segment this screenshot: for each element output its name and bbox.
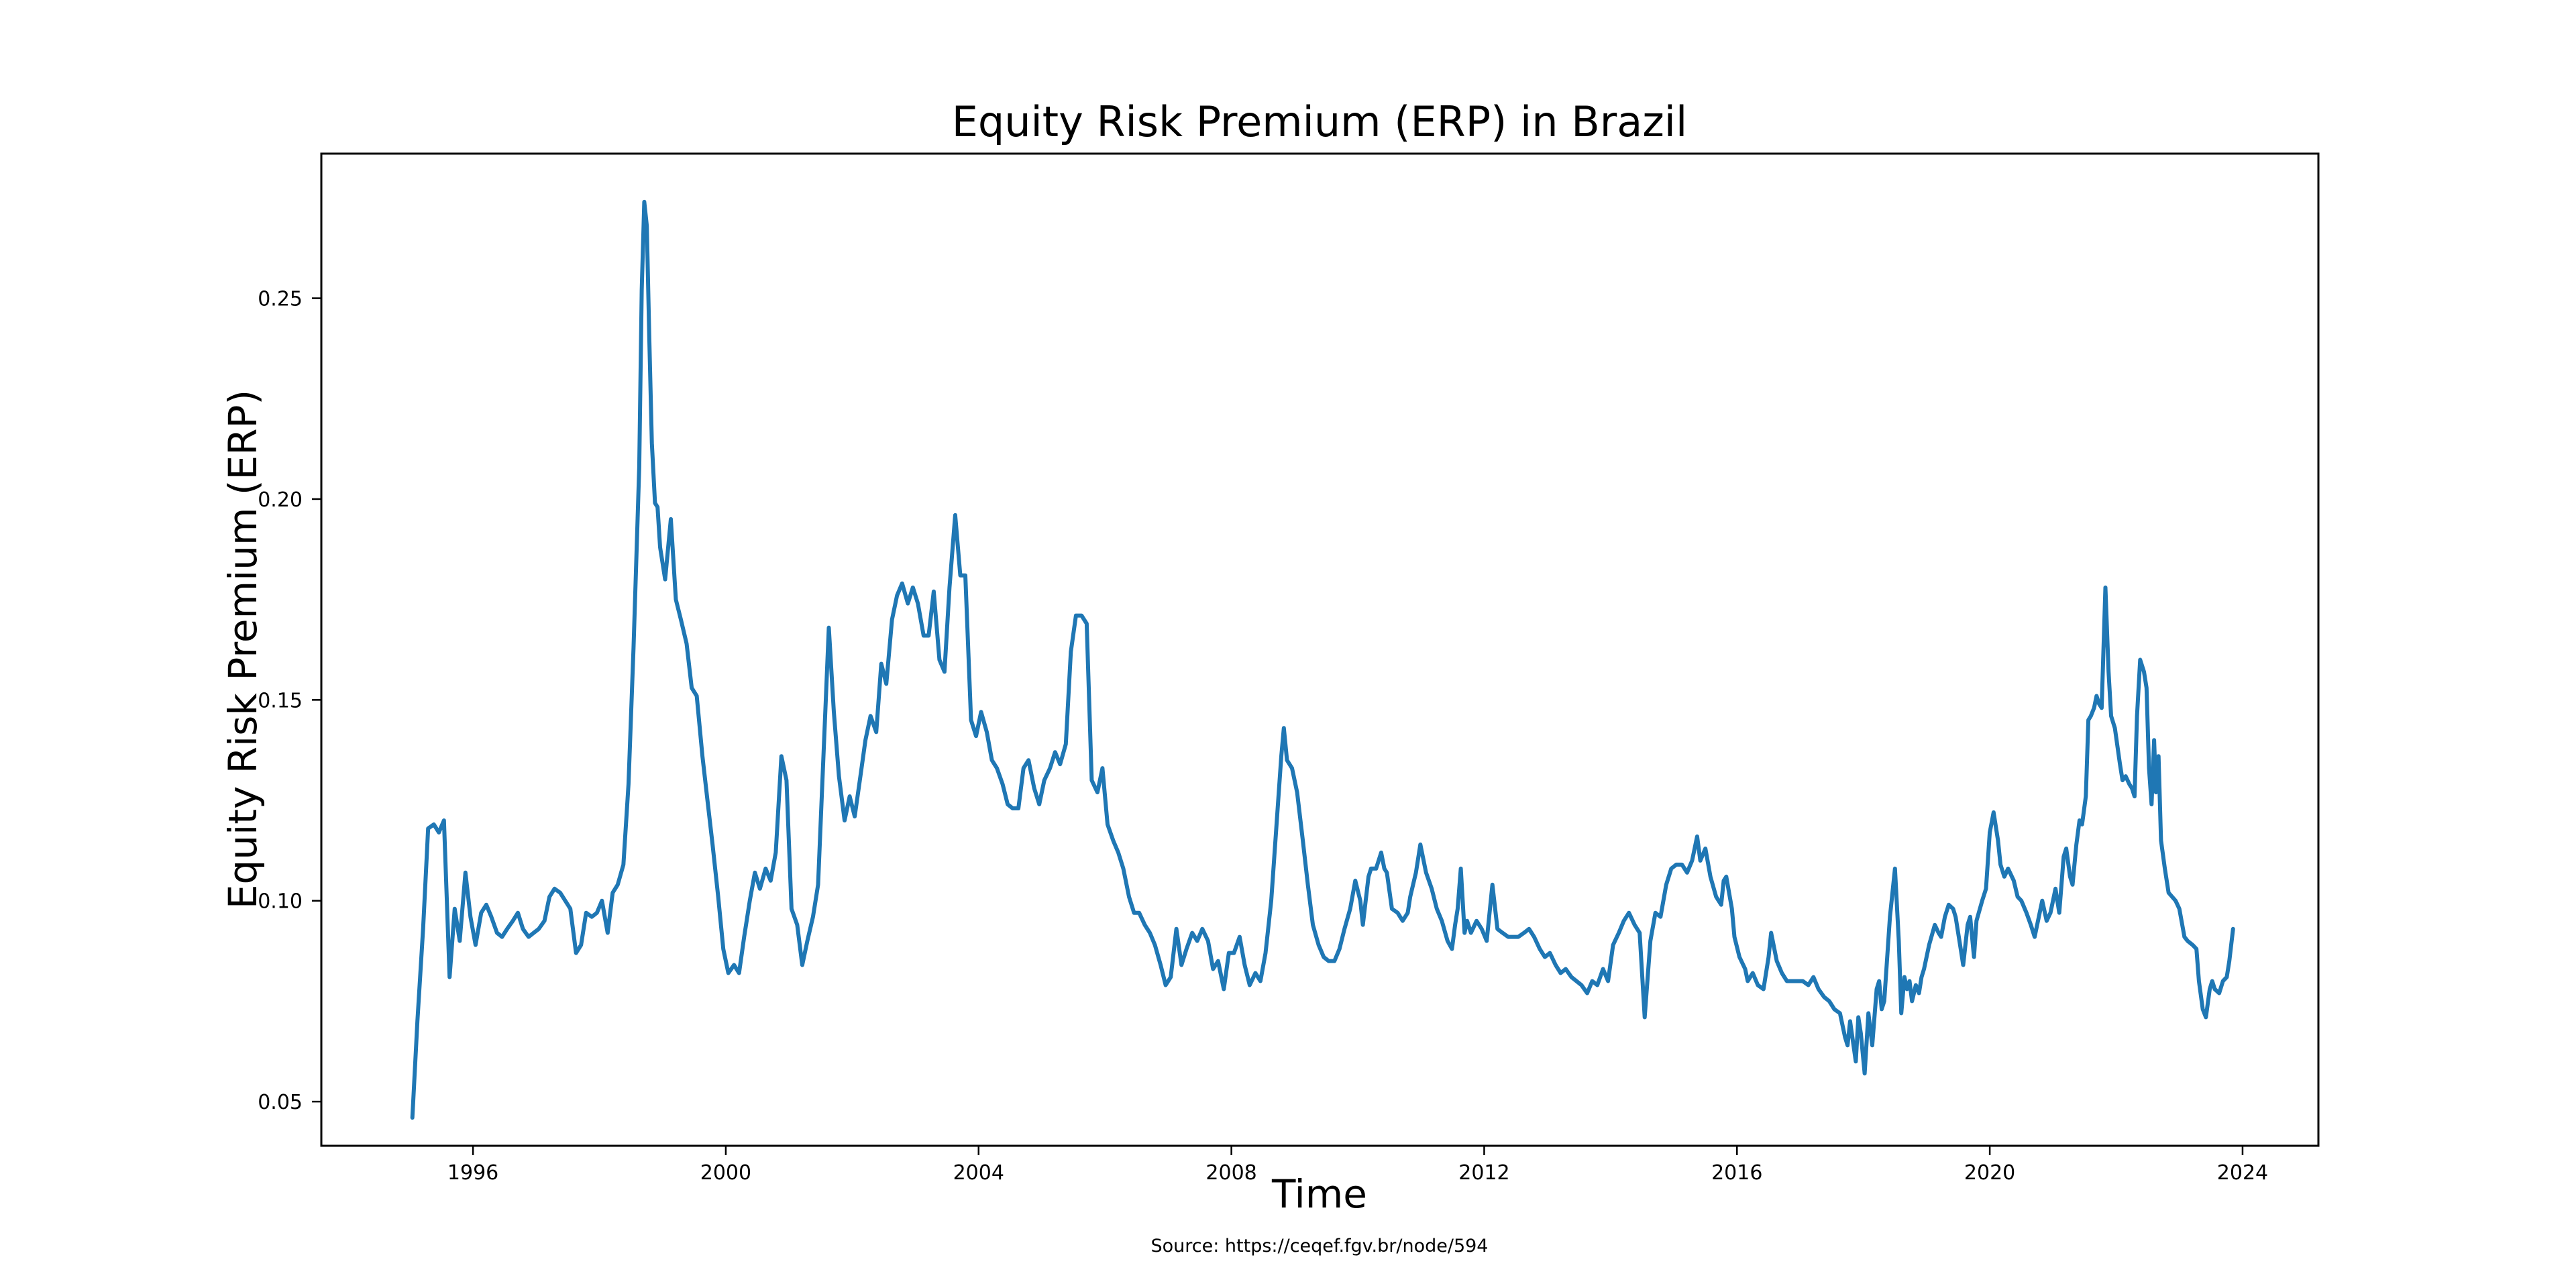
y-tick-label-0.10: 0.10 bbox=[258, 890, 303, 914]
y-axis-ticks: 0.05 0.10 0.15 0.20 0.25 bbox=[258, 288, 321, 1114]
y-axis-label: Equity Risk Premium (ERP) bbox=[220, 390, 266, 909]
y-tick-label-0.15: 0.15 bbox=[258, 689, 303, 712]
x-tick-1996: 1996 bbox=[447, 1146, 498, 1185]
x-tick-label-2012: 2012 bbox=[1458, 1161, 1509, 1185]
x-tick-label-2008: 2008 bbox=[1205, 1161, 1256, 1185]
x-tick-label-2000: 2000 bbox=[700, 1161, 751, 1185]
y-tick-label-0.05: 0.05 bbox=[258, 1091, 303, 1114]
x-tick-label-2004: 2004 bbox=[953, 1161, 1004, 1185]
x-tick-label-2016: 2016 bbox=[1711, 1161, 1762, 1185]
x-tick-label-1996: 1996 bbox=[447, 1161, 498, 1185]
erp-line-series bbox=[410, 199, 2235, 1120]
chart-title: Equity Risk Premium (ERP) in Brazil bbox=[952, 97, 1688, 146]
x-tick-2004: 2004 bbox=[953, 1146, 1004, 1185]
y-tick-label-0.25: 0.25 bbox=[258, 288, 303, 311]
x-tick-2020: 2020 bbox=[1964, 1146, 2015, 1185]
y-tick-0.15: 0.15 bbox=[258, 689, 321, 712]
y-tick-0.25: 0.25 bbox=[258, 288, 321, 311]
x-tick-2008: 2008 bbox=[1205, 1146, 1257, 1185]
y-tick-0.20: 0.20 bbox=[258, 488, 321, 512]
x-tick-label-2020: 2020 bbox=[1964, 1161, 2015, 1185]
source-note: Source: https://ceqef.fgv.br/node/594 bbox=[1151, 1236, 1489, 1256]
x-tick-2016: 2016 bbox=[1711, 1146, 1762, 1185]
x-tick-label-2024: 2024 bbox=[2217, 1161, 2268, 1185]
x-tick-2024: 2024 bbox=[2217, 1146, 2268, 1185]
x-axis-label: Time bbox=[1271, 1171, 1367, 1217]
x-tick-2012: 2012 bbox=[1458, 1146, 1510, 1185]
y-tick-0.05: 0.05 bbox=[258, 1091, 321, 1114]
y-tick-label-0.20: 0.20 bbox=[258, 488, 303, 512]
plot-area-border bbox=[320, 152, 2320, 1147]
x-tick-2000: 2000 bbox=[700, 1146, 751, 1185]
x-axis-ticks: 1996 2000 2004 2008 2012 2016 2020 2024 bbox=[447, 1146, 2268, 1185]
y-tick-0.10: 0.10 bbox=[258, 890, 321, 914]
